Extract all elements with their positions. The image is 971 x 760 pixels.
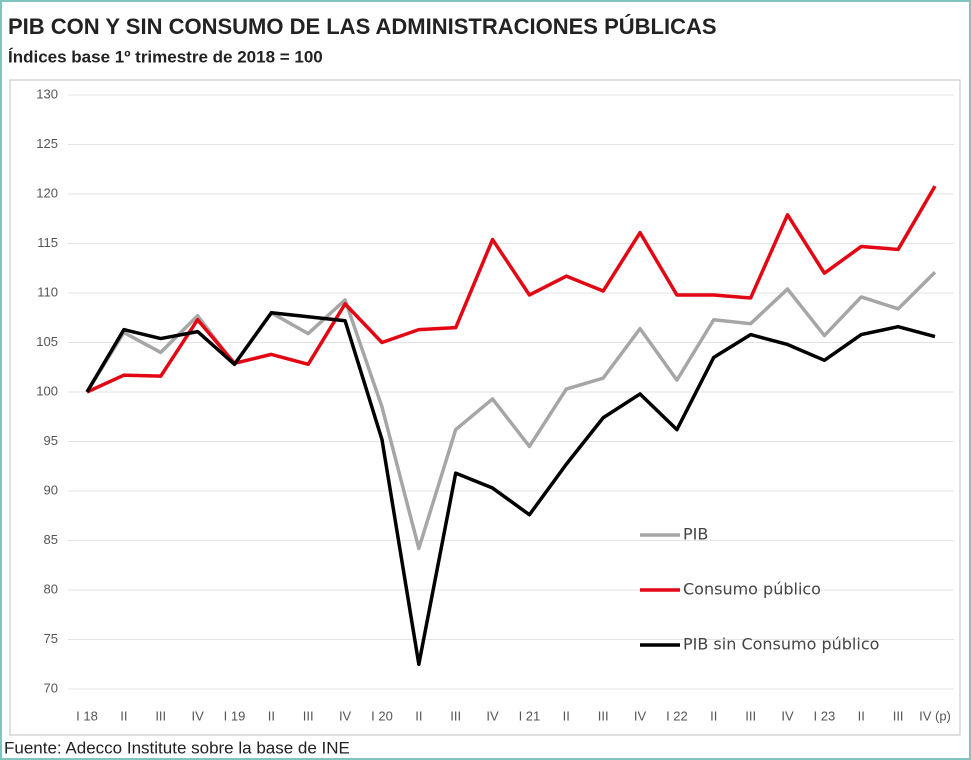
x-tick-label: III: [303, 708, 314, 723]
x-tick-label: IV: [339, 708, 352, 723]
x-tick-label: IV: [781, 708, 794, 723]
y-tick-label: 85: [44, 532, 58, 547]
x-tick-label: II: [268, 708, 275, 723]
x-tick-label: I 20: [371, 708, 393, 723]
x-tick-label: III: [155, 708, 166, 723]
x-tick-label: I 22: [666, 708, 688, 723]
y-tick-label: 115: [37, 235, 58, 250]
x-tick-label: IV: [486, 708, 499, 723]
x-tick-label: I 21: [519, 708, 541, 723]
x-tick-label: II: [858, 708, 865, 723]
x-tick-label: IV: [634, 708, 647, 723]
y-tick-label: 75: [44, 631, 58, 646]
data-line: [86, 185, 937, 394]
x-tick-label: II: [563, 708, 570, 723]
y-tick-label: 120: [36, 185, 58, 200]
x-tick-label: IV (p): [919, 708, 951, 723]
x-tick-label: II: [710, 708, 717, 723]
y-tick-label: 90: [44, 482, 58, 497]
chart-title: PIB CON Y SIN CONSUMO DE LAS ADMINISTRAC…: [8, 14, 717, 39]
chart-subtitle: Índices base 1º trimestre de 2018 = 100: [8, 47, 323, 66]
y-tick-label: 110: [37, 284, 58, 299]
y-tick-label: 100: [36, 383, 58, 398]
x-tick-label: III: [745, 708, 756, 723]
x-tick-label: III: [893, 708, 904, 723]
x-tick-label: III: [450, 708, 461, 723]
y-tick-label: 80: [44, 581, 58, 596]
plot-frame: [9, 79, 961, 736]
y-tick-label: 130: [36, 86, 58, 101]
x-tick-label: I 19: [224, 708, 246, 723]
x-tick-label: I 18: [76, 708, 98, 723]
x-tick-label: I 23: [814, 708, 836, 723]
x-tick-label: III: [598, 708, 609, 723]
legend-label: PIB: [683, 525, 708, 544]
x-tick-label: IV: [191, 708, 204, 723]
legend-label: Consumo público: [683, 580, 821, 599]
y-tick-label: 125: [36, 136, 58, 151]
data-line: [85, 311, 936, 666]
x-tick-label: II: [415, 708, 422, 723]
y-tick-label: 70: [44, 680, 58, 695]
source: Fuente: Adecco Institute sobre la base d…: [4, 738, 350, 757]
legend-label: PIB sin Consumo público: [683, 635, 879, 654]
y-tick-label: 95: [44, 433, 58, 448]
y-tick-label: 105: [36, 334, 58, 349]
x-tick-label: II: [120, 708, 127, 723]
